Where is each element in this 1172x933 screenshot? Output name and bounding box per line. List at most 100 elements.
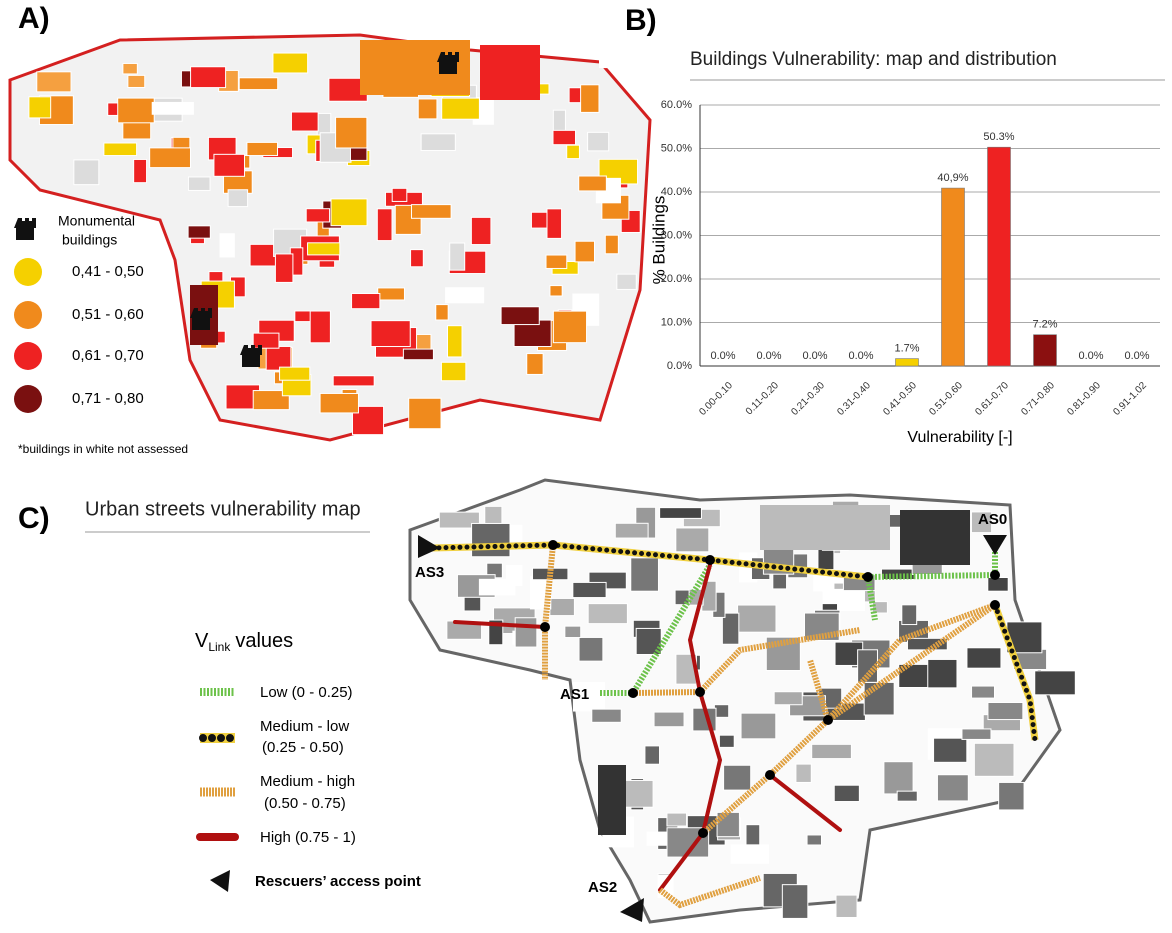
building: [480, 45, 540, 100]
building: [666, 812, 688, 827]
value-label: 0.0%: [1124, 350, 1149, 362]
building: [1034, 670, 1076, 696]
building: [566, 144, 580, 160]
street-medium-low-dots: [429, 542, 871, 580]
legend-text: (0.25 - 0.50): [262, 739, 344, 756]
building: [103, 142, 138, 157]
legend-text: Low (0 - 0.25): [260, 684, 353, 701]
map-title: Urban streets vulnerability map: [85, 498, 361, 520]
building: [578, 175, 607, 192]
x-tick-label: 0.81-0.90: [1065, 380, 1103, 418]
map-a-legend: Monumental buildings 0,41 - 0,50 0,51 - …: [14, 213, 188, 456]
legend-access-icon: [210, 870, 230, 892]
building: [896, 790, 918, 802]
x-tick-label: 0.00-0.10: [697, 380, 735, 418]
building: [370, 320, 411, 348]
building: [319, 392, 359, 414]
building: [305, 208, 331, 223]
building: [587, 131, 610, 152]
building: [410, 249, 424, 268]
chart-b: Buildings Vulnerability: map and distrib…: [649, 49, 1165, 446]
map-a: [8, 33, 652, 442]
panel-label: A): [18, 2, 50, 35]
monument-icon: [240, 345, 262, 367]
building: [760, 505, 890, 550]
access-label: AS3: [415, 564, 444, 581]
value-label: 0.0%: [848, 350, 873, 362]
legend-swatch: [14, 258, 42, 286]
building: [394, 204, 422, 235]
building: [500, 306, 540, 326]
x-axis-label: Vulnerability [-]: [907, 429, 1012, 446]
building: [578, 636, 604, 662]
y-axis-label: % Buildings: [649, 196, 668, 285]
building: [572, 581, 607, 599]
building: [213, 153, 246, 177]
value-label: 0.0%: [756, 350, 781, 362]
street-high: [658, 690, 723, 892]
street-medium-high: [658, 875, 761, 909]
legend-swatch: [14, 342, 42, 370]
building: [122, 62, 138, 75]
building: [966, 647, 1002, 669]
building: [238, 77, 279, 91]
legend-text: High (0.75 - 1): [260, 829, 356, 846]
y-tick-label: 40.0%: [661, 186, 692, 198]
street-high: [453, 620, 547, 629]
building: [987, 701, 1024, 721]
building: [478, 578, 516, 596]
building: [730, 844, 770, 864]
street-node: [990, 600, 1000, 610]
bar: [987, 146, 1011, 367]
x-tick-label: 0.91-1.02: [1111, 380, 1149, 418]
building: [901, 604, 918, 626]
x-tick-label: 0.61-0.70: [973, 380, 1011, 418]
building: [574, 240, 596, 263]
legend-text: 0,71 - 0,80: [72, 390, 144, 407]
building: [811, 743, 852, 760]
street-node: [705, 555, 715, 565]
building: [911, 563, 943, 575]
building: [737, 604, 777, 633]
building: [265, 345, 292, 371]
street-node: [540, 622, 550, 632]
building: [471, 522, 511, 558]
access-label: AS2: [588, 879, 617, 896]
building: [332, 375, 375, 387]
building: [675, 527, 710, 553]
street-medium-high: [697, 627, 861, 695]
panel-label: C): [18, 502, 50, 535]
building: [549, 285, 563, 297]
building: [552, 310, 588, 344]
building: [546, 208, 563, 239]
legend-text: 0,41 - 0,50: [72, 263, 144, 280]
building: [438, 511, 480, 529]
building: [545, 254, 568, 269]
access-icon: [418, 535, 440, 558]
building: [149, 147, 191, 169]
legend-swatch: [14, 301, 42, 329]
legend-text: 0,51 - 0,60: [72, 306, 144, 323]
monument-icon: [190, 308, 212, 330]
building: [971, 685, 995, 699]
building: [598, 50, 622, 69]
building: [572, 681, 606, 712]
building: [721, 612, 740, 645]
building: [351, 293, 381, 310]
building: [309, 310, 331, 344]
building: [376, 208, 393, 242]
building: [936, 774, 969, 802]
building: [377, 287, 405, 301]
y-tick-label: 10.0%: [661, 316, 692, 328]
street-node: [628, 688, 638, 698]
access-label: AS1: [560, 686, 589, 703]
building: [252, 390, 290, 411]
value-label: 40,9%: [937, 172, 968, 184]
access-icon: [983, 535, 1007, 555]
building: [514, 617, 538, 648]
building: [871, 601, 888, 614]
legend-text: (0.50 - 0.75): [264, 795, 346, 812]
value-label: 7.2%: [1032, 319, 1057, 331]
chart-title: Buildings Vulnerability: map and distrib…: [690, 49, 1057, 70]
